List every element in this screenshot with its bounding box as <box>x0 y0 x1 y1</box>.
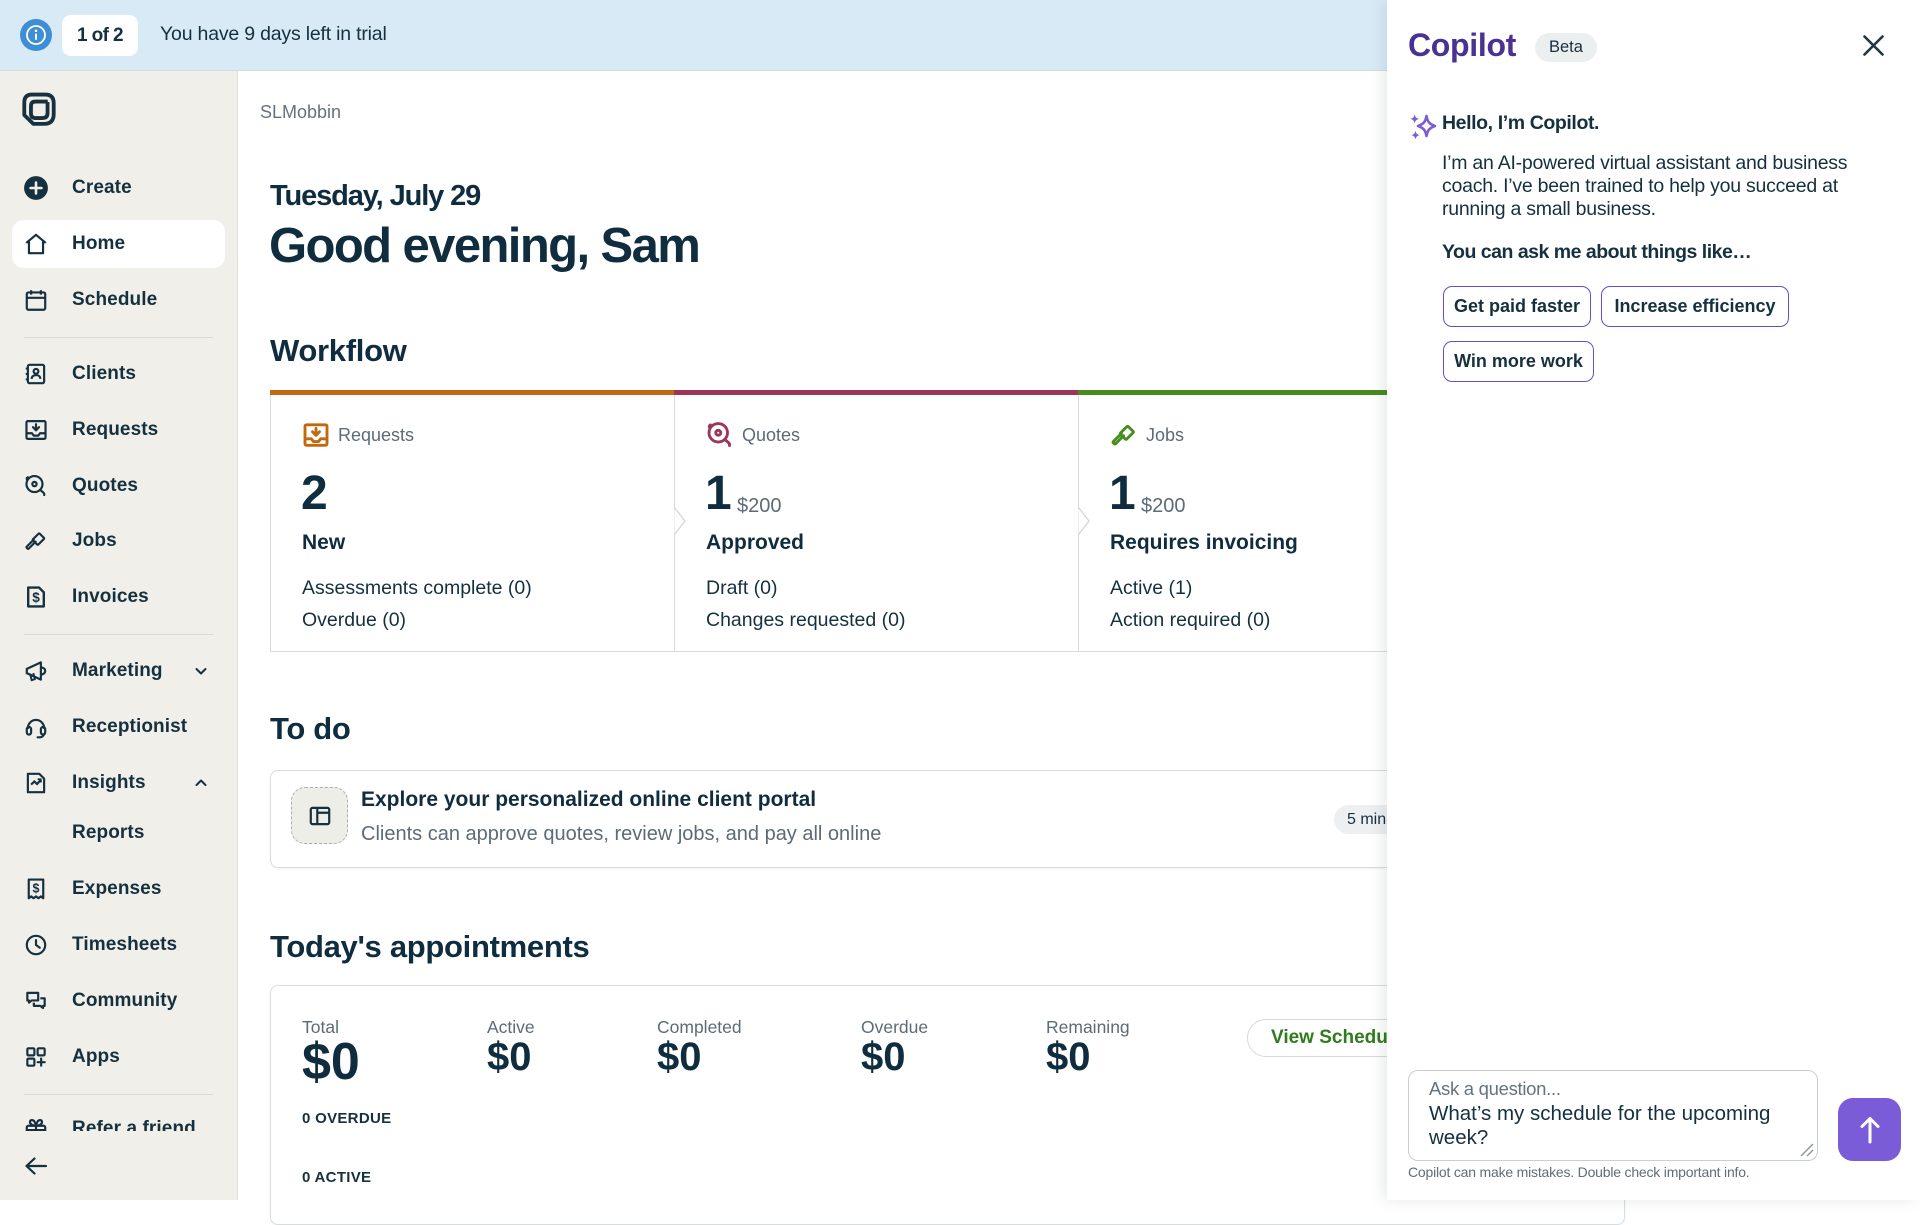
svg-text:$: $ <box>33 882 40 896</box>
svg-text:$: $ <box>32 590 40 605</box>
